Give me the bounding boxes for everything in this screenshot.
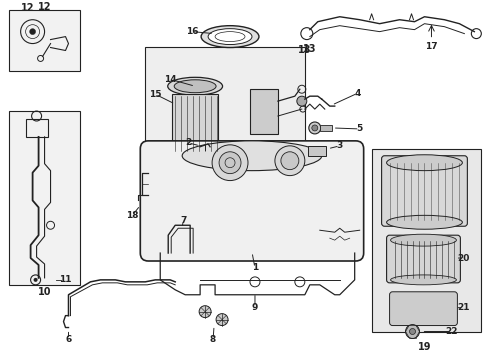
Bar xyxy=(145,46,304,174)
Circle shape xyxy=(408,329,415,334)
Ellipse shape xyxy=(390,234,455,246)
Ellipse shape xyxy=(390,275,455,285)
Text: 15: 15 xyxy=(149,90,161,99)
Ellipse shape xyxy=(174,80,216,93)
Text: 12: 12 xyxy=(21,3,34,13)
Text: 13: 13 xyxy=(303,44,316,54)
Circle shape xyxy=(219,152,241,174)
Text: 18: 18 xyxy=(126,211,138,220)
Text: 21: 21 xyxy=(456,303,468,312)
Circle shape xyxy=(274,146,304,176)
FancyBboxPatch shape xyxy=(140,141,363,261)
Ellipse shape xyxy=(386,155,462,171)
FancyBboxPatch shape xyxy=(176,154,214,176)
Bar xyxy=(307,146,325,156)
Circle shape xyxy=(212,145,247,181)
Circle shape xyxy=(311,125,317,131)
Text: 16: 16 xyxy=(185,27,198,36)
Text: 19: 19 xyxy=(417,342,430,352)
Bar xyxy=(9,10,81,71)
Text: 22: 22 xyxy=(444,327,457,336)
Text: 6: 6 xyxy=(65,335,71,344)
Bar xyxy=(9,111,81,285)
Bar xyxy=(172,94,218,154)
Text: 9: 9 xyxy=(251,303,258,312)
Text: 2: 2 xyxy=(184,138,191,147)
Text: 5: 5 xyxy=(356,125,362,134)
Text: 1: 1 xyxy=(251,264,258,273)
Text: 12: 12 xyxy=(38,2,51,12)
Circle shape xyxy=(405,325,419,338)
Text: 4: 4 xyxy=(354,89,360,98)
Text: 3: 3 xyxy=(336,141,342,150)
Text: 14: 14 xyxy=(163,75,176,84)
Bar xyxy=(319,125,331,131)
Bar xyxy=(249,89,277,134)
Circle shape xyxy=(34,278,38,282)
Ellipse shape xyxy=(182,141,321,171)
Circle shape xyxy=(296,96,306,106)
Text: 13: 13 xyxy=(298,45,311,54)
Circle shape xyxy=(199,306,211,318)
Circle shape xyxy=(280,152,298,170)
Circle shape xyxy=(216,314,227,325)
Text: 7: 7 xyxy=(180,216,186,225)
Text: 20: 20 xyxy=(456,253,468,262)
Ellipse shape xyxy=(167,77,222,95)
Text: 17: 17 xyxy=(424,42,437,51)
Text: 10: 10 xyxy=(38,287,51,297)
Text: 8: 8 xyxy=(209,335,216,344)
FancyBboxPatch shape xyxy=(386,235,459,283)
FancyBboxPatch shape xyxy=(381,156,467,226)
Ellipse shape xyxy=(208,29,251,45)
Bar xyxy=(25,119,47,137)
Circle shape xyxy=(308,122,320,134)
Ellipse shape xyxy=(386,215,462,229)
Ellipse shape xyxy=(172,148,218,160)
Circle shape xyxy=(30,29,36,35)
Ellipse shape xyxy=(201,26,259,48)
Text: 11: 11 xyxy=(59,275,72,284)
FancyBboxPatch shape xyxy=(389,292,456,325)
Bar xyxy=(371,149,480,333)
